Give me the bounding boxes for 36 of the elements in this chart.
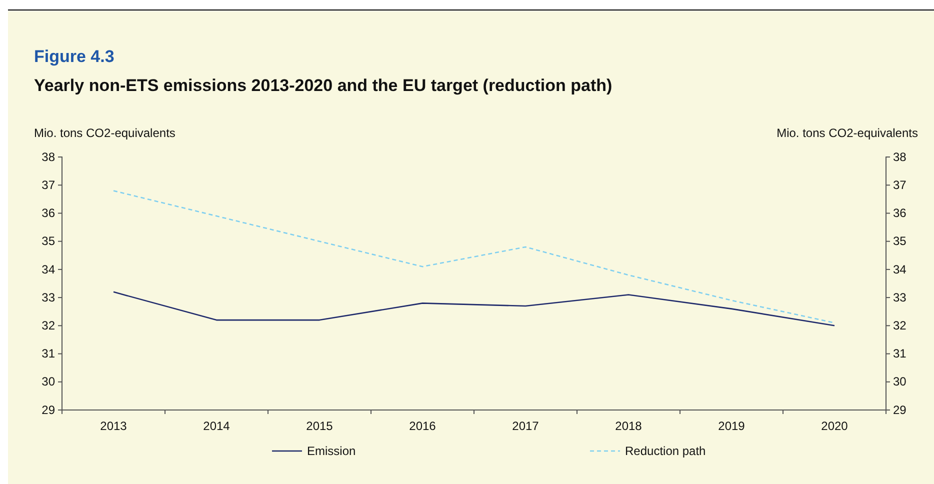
- chart-subtitle: Yearly non-ETS emissions 2013-2020 and the EU target (reduction path): [34, 76, 612, 95]
- y-tick-label: 29: [42, 402, 56, 417]
- legend-label: Emission: [307, 444, 356, 458]
- y-tick-label: 32: [42, 318, 56, 333]
- y-tick-label: 33: [42, 290, 56, 304]
- x-tick-label: 2014: [203, 419, 230, 433]
- x-tick-label: 2016: [409, 419, 436, 433]
- x-tick-label: 2015: [306, 419, 334, 433]
- x-tick-label: 2019: [718, 419, 746, 433]
- y-tick-label: 34: [42, 262, 56, 276]
- legend-label: Reduction path: [625, 444, 706, 458]
- y2-tick-label: 34: [893, 262, 907, 276]
- y-tick-label: 31: [42, 346, 56, 361]
- y-tick-label: 38: [42, 150, 56, 164]
- y-axis-title: Mio. tons CO2-equivalents: [34, 126, 176, 140]
- chart-title: Figure 4.3: [34, 47, 114, 66]
- y2-axis-title: Mio. tons CO2-equivalents: [776, 126, 918, 140]
- y2-tick-label: 35: [893, 234, 907, 248]
- y2-tick-label: 31: [893, 346, 907, 361]
- y-tick-label: 35: [42, 234, 56, 248]
- x-tick-label: 2020: [821, 419, 848, 433]
- y2-tick-label: 30: [893, 374, 907, 389]
- line-series: [112, 190, 836, 324]
- y2-tick-label: 37: [893, 178, 907, 192]
- y-tick-label: 30: [42, 374, 56, 389]
- x-tick-label: 2013: [100, 419, 128, 433]
- y2-tick-label: 32: [893, 318, 907, 333]
- x-tick-label: 2017: [512, 419, 540, 433]
- y-tick-label: 36: [42, 206, 56, 220]
- y2-tick-label: 29: [893, 402, 907, 417]
- y2-tick-label: 38: [893, 150, 907, 164]
- y2-tick-label: 36: [893, 206, 907, 220]
- x-tick-label: 2018: [615, 419, 642, 433]
- y2-tick-label: 33: [893, 290, 907, 304]
- y-tick-label: 37: [42, 178, 56, 192]
- line-series: [112, 291, 836, 326]
